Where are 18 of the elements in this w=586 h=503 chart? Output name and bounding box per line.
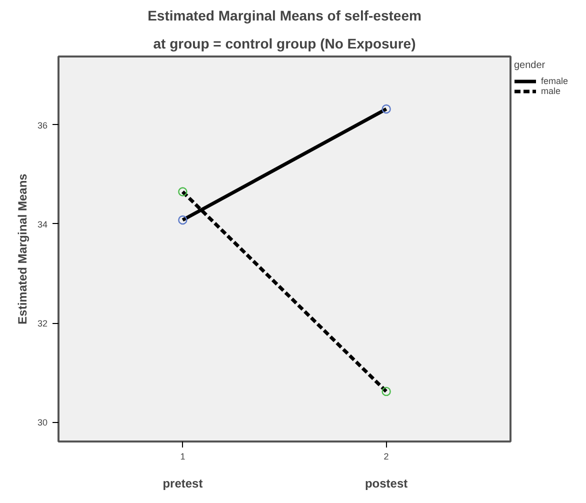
chart-title: Estimated Marginal Means of self-esteem: [148, 8, 422, 24]
point: [178, 187, 188, 196]
point: [382, 104, 391, 114]
y-tick-label: 34: [37, 219, 48, 230]
legend-label: female: [541, 76, 568, 86]
chart-subtitle: at group = control group (No Exposure): [153, 36, 416, 52]
point: [382, 386, 391, 396]
y-axis-title: Estimated Marginal Means: [15, 173, 30, 324]
point: [178, 215, 188, 225]
legend-label: male: [541, 86, 561, 96]
x-tick-label: 1: [180, 452, 186, 462]
x-tick-label: 2: [384, 452, 389, 462]
legend-title: gender: [514, 60, 546, 71]
y-tick-label: 36: [37, 120, 48, 130]
y-tick-label: 32: [37, 318, 48, 329]
y-tick-label: 30: [37, 418, 48, 428]
text: postest: [364, 476, 408, 490]
text: pretest: [162, 476, 203, 490]
